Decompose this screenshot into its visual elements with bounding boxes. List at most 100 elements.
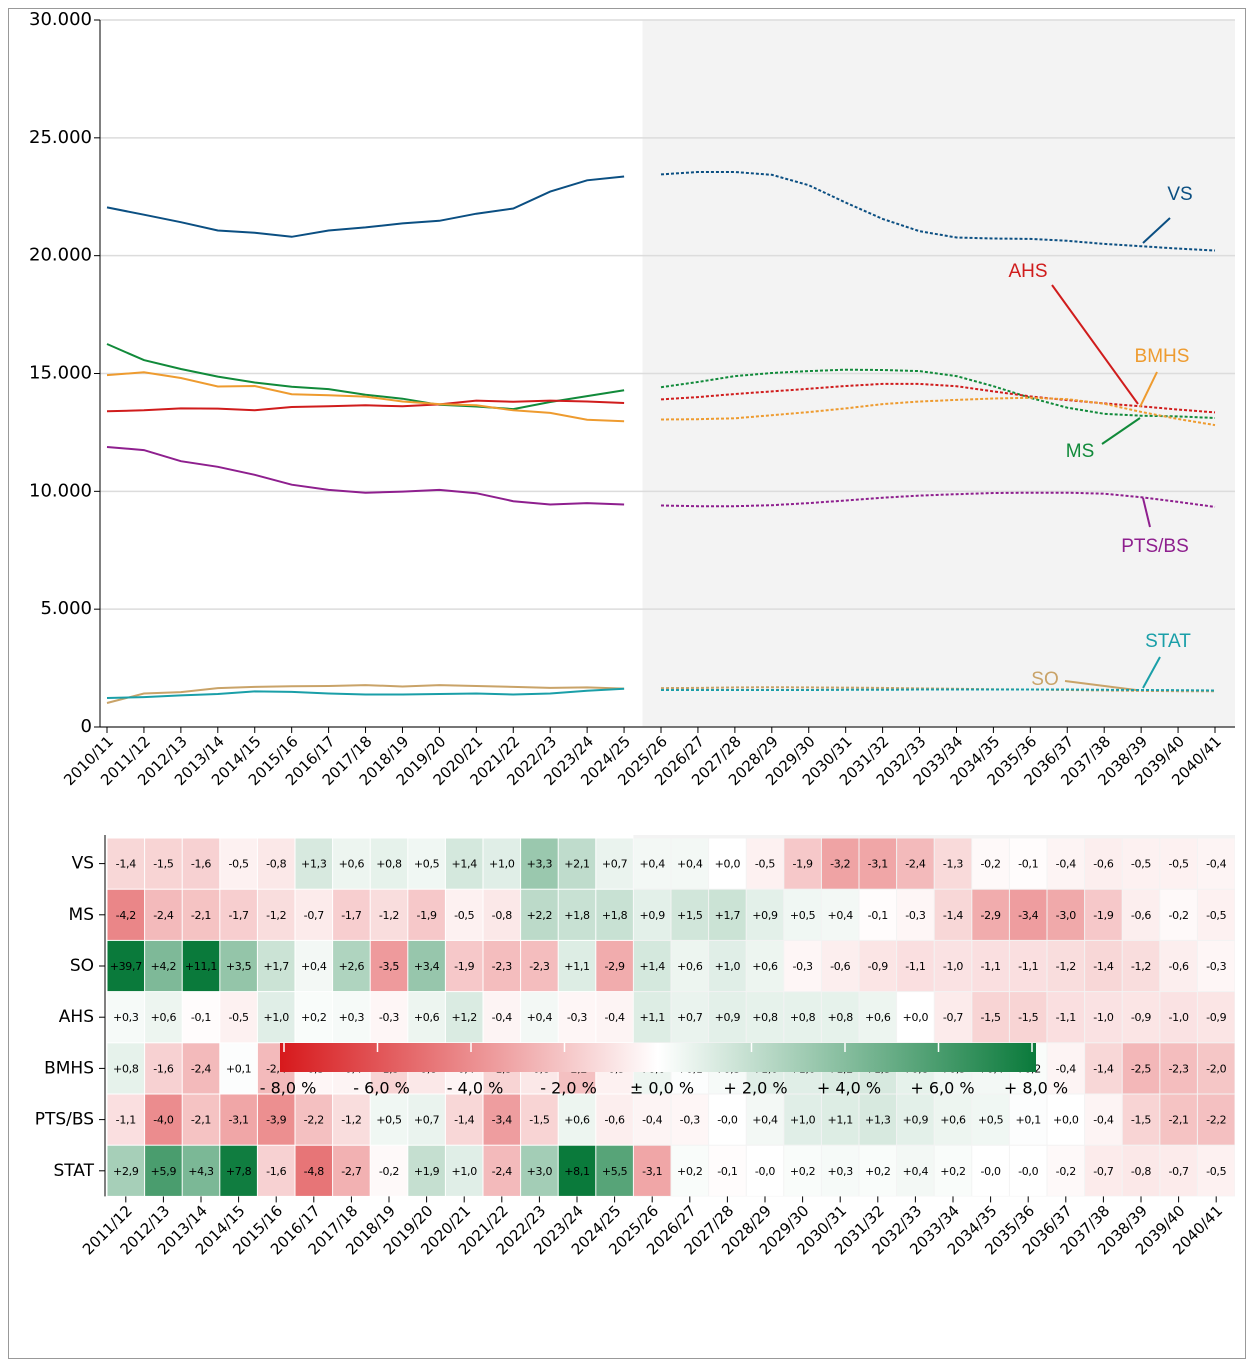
- heat-cell: [483, 992, 521, 1043]
- heat-cell: [257, 1145, 295, 1196]
- cell-label: -0,5: [1206, 909, 1227, 922]
- cell-label: -3,2: [830, 858, 850, 871]
- heat-cell: [1197, 1145, 1235, 1196]
- y-tick-label: 5.000: [40, 598, 92, 619]
- heat-cell: [145, 992, 182, 1043]
- cell-label: -0,5: [228, 1011, 249, 1024]
- row-label: MS: [69, 905, 94, 925]
- cell-label: +0,4: [827, 909, 853, 922]
- heat-cell: [1197, 838, 1235, 889]
- heat-cell: [333, 1094, 370, 1145]
- heat-cell: [1122, 940, 1160, 992]
- heat-cell: [972, 1094, 1009, 1145]
- cell-label: -1,4: [1093, 960, 1114, 973]
- heat-cell: [182, 992, 220, 1043]
- heat-cell: [897, 889, 934, 940]
- series-label: PTS/BS: [1121, 536, 1189, 557]
- cell-label: +1,8: [602, 909, 628, 922]
- cell-label: -0,2: [379, 1165, 399, 1178]
- heat-cell: [859, 1094, 897, 1145]
- heat-cell: [934, 992, 972, 1043]
- heat-cell: [558, 838, 596, 889]
- cell-label: -2,4: [153, 909, 174, 922]
- heat-cell: [145, 838, 182, 889]
- cell-label: -1,9: [416, 909, 437, 922]
- heat-cell: [107, 1145, 145, 1196]
- heat-cell: [257, 1094, 295, 1145]
- heat-cell: [1122, 838, 1160, 889]
- cell-label: +2,2: [527, 909, 553, 922]
- heat-cell: [596, 889, 633, 940]
- label-leader: [1064, 680, 1137, 691]
- series-label: SO: [1031, 669, 1058, 690]
- cell-label: -2,3: [1168, 1062, 1189, 1075]
- cell-label: -0,6: [830, 960, 851, 973]
- heat-cell: [521, 889, 558, 940]
- cell-label: +1,5: [677, 909, 703, 922]
- heat-cell: [408, 940, 445, 992]
- heat-cell: [333, 992, 370, 1043]
- label-leader: [1051, 284, 1139, 405]
- heat-cell: [220, 1145, 257, 1196]
- cell-label: -0,6: [1168, 960, 1189, 973]
- heat-cell: [483, 1145, 521, 1196]
- cell-label: +11,1: [185, 960, 217, 973]
- heat-cell: [408, 838, 445, 889]
- cell-label: -0,8: [492, 909, 513, 922]
- cell-label: -0,5: [1131, 858, 1152, 871]
- heat-cell: [1047, 992, 1085, 1043]
- label-leader: [1142, 656, 1161, 689]
- heat-cell: [107, 992, 145, 1043]
- heat-cell: [897, 992, 934, 1043]
- cell-label: -0,1: [717, 1165, 737, 1178]
- heat-cell: [445, 838, 483, 889]
- heat-cell: [1160, 1043, 1197, 1094]
- cell-label: +0,7: [602, 858, 628, 871]
- cell-label: +3,5: [226, 960, 252, 973]
- heat-cell: [784, 1094, 821, 1145]
- cell-label: +0,8: [752, 1011, 778, 1024]
- cell-label: +0,8: [376, 858, 402, 871]
- cell-label: +1,1: [639, 1011, 665, 1024]
- cell-label: +0,8: [790, 1011, 816, 1024]
- heat-cell: [633, 838, 671, 889]
- cell-label: -3,9: [266, 1114, 287, 1127]
- heat-cell: [257, 992, 295, 1043]
- heat-cell: [182, 838, 220, 889]
- heat-cell: [445, 992, 483, 1043]
- cell-label: -0,1: [868, 909, 888, 922]
- cell-label: -0,7: [304, 909, 325, 922]
- heat-cell: [897, 1094, 934, 1145]
- heat-cell: [1197, 889, 1235, 940]
- row-label: VS: [72, 854, 94, 874]
- heat-cell: [445, 940, 483, 992]
- cell-label: -2,5: [1131, 1062, 1152, 1075]
- heat-cell: [972, 992, 1009, 1043]
- color-tick-label: - 4,0 %: [447, 1079, 504, 1098]
- cell-label: +0,5: [790, 909, 816, 922]
- cell-label: -2,1: [191, 909, 211, 922]
- cell-label: +2,1: [564, 858, 590, 871]
- cell-label: +0,6: [865, 1011, 891, 1024]
- cell-label: -2,1: [1168, 1114, 1188, 1127]
- heat-cell: [1160, 889, 1197, 940]
- heat-cell: [145, 1043, 182, 1094]
- cell-label: +0,1: [226, 1062, 252, 1075]
- cell-label: -1,1: [980, 960, 1000, 973]
- cell-label: -1,6: [191, 858, 212, 871]
- heat-cell: [972, 889, 1009, 940]
- cell-label: +1,0: [715, 960, 741, 973]
- cell-label: -0,8: [1131, 1165, 1152, 1178]
- cell-label: +5,5: [602, 1165, 628, 1178]
- cell-label: +0,2: [865, 1165, 891, 1178]
- cell-label: +0,6: [677, 960, 703, 973]
- cell-label: +5,9: [151, 1165, 177, 1178]
- heat-cell: [257, 889, 295, 940]
- cell-label: +0,1: [1015, 1114, 1041, 1127]
- heat-cell: [145, 1094, 182, 1145]
- cell-label: -2,4: [905, 858, 926, 871]
- cell-label: -1,2: [1131, 960, 1151, 973]
- cell-label: -4,8: [304, 1165, 325, 1178]
- heat-cell: [746, 940, 784, 992]
- heat-cell: [1009, 838, 1047, 889]
